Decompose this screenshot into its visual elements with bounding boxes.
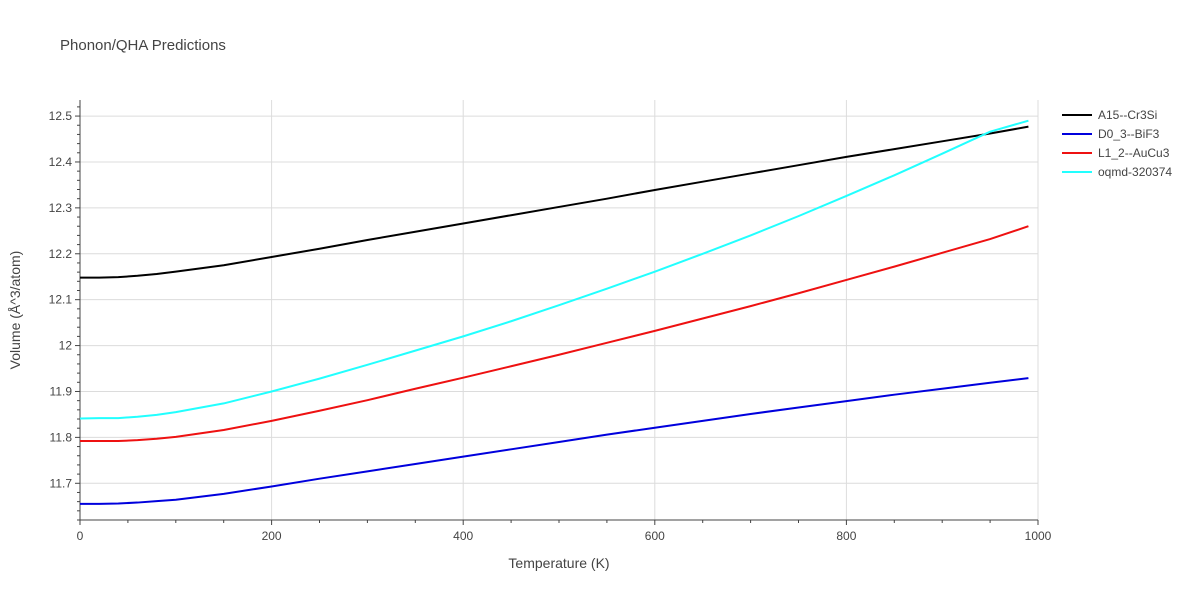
y-tick-label: 12.5: [49, 109, 73, 123]
y-tick-label: 12.2: [49, 247, 73, 261]
x-tick-label: 400: [453, 529, 473, 543]
axes: 0 200 400 600 800 1000 11.7 11.8 11.9 12 12.1 12.2 1…: [49, 100, 1052, 543]
chart-title: Phonon/QHA Predictions: [60, 37, 226, 54]
y-tick-label: 12.3: [49, 201, 73, 215]
series-lines: [79, 119, 1029, 505]
x-tick-label: 800: [836, 529, 856, 543]
x-tick-label: 600: [645, 529, 665, 543]
x-tick-label: 0: [77, 529, 84, 543]
legend-item[interactable]: L1_2--AuCu3: [1062, 146, 1170, 160]
legend-label: oqmd-320374: [1098, 165, 1172, 179]
y-tick-label: 11.8: [50, 430, 73, 444]
legend-item[interactable]: oqmd-320374: [1062, 165, 1172, 179]
series-line-3[interactable]: [79, 119, 1029, 420]
legend-item[interactable]: D0_3--BiF3: [1062, 127, 1160, 141]
x-tick-label: 1000: [1025, 529, 1052, 543]
x-tick-label: 200: [262, 529, 282, 543]
y-tick-label: 12.4: [49, 155, 73, 169]
series-line-2[interactable]: [80, 225, 1029, 443]
y-tick-label: 11.7: [50, 476, 73, 490]
y-tick-label: 11.9: [50, 384, 73, 398]
gridlines: [80, 100, 1039, 520]
legend[interactable]: A15--Cr3Si D0_3--BiF3 L1_2--AuCu3 oqmd-3203…: [1062, 108, 1172, 179]
legend-label: D0_3--BiF3: [1098, 127, 1160, 141]
legend-label: A15--Cr3Si: [1098, 108, 1157, 122]
legend-label: L1_2--AuCu3: [1098, 146, 1170, 160]
series-line-0[interactable]: [80, 125, 1029, 279]
legend-item[interactable]: A15--Cr3Si: [1062, 108, 1157, 122]
x-axis-title: Temperature (K): [508, 555, 609, 571]
y-axis-title: Volume (Å^3/atom): [7, 251, 23, 370]
series-line-1[interactable]: [80, 377, 1029, 505]
y-tick-label: 12: [59, 339, 73, 353]
y-tick-label: 12.1: [49, 293, 73, 307]
